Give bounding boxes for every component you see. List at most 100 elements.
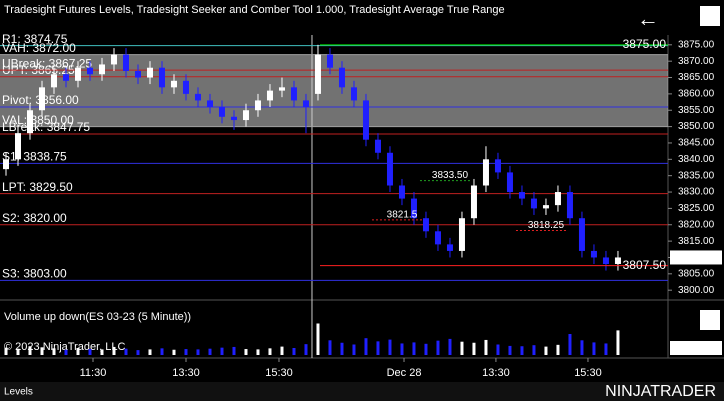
volume-bar bbox=[544, 346, 548, 355]
tab[interactable]: Levels bbox=[4, 387, 33, 398]
level-label: S1: 3838.75 bbox=[2, 150, 67, 164]
volume-bar bbox=[448, 338, 452, 355]
level-label: S2: 3820.00 bbox=[2, 211, 67, 225]
candle-body bbox=[494, 159, 501, 173]
y-tick-label: 3805.00 bbox=[678, 268, 715, 279]
level-label: LPT: 3829.50 bbox=[2, 180, 73, 194]
candle-body bbox=[374, 139, 381, 153]
volume-bar bbox=[28, 346, 32, 355]
x-tick-label: 13:30 bbox=[482, 367, 510, 379]
candle-body bbox=[206, 100, 213, 107]
volume-bar bbox=[136, 350, 140, 355]
volume-bar bbox=[460, 341, 464, 355]
volume-bar bbox=[76, 348, 80, 355]
volume-bar bbox=[328, 340, 332, 355]
volume-bar bbox=[472, 342, 476, 355]
volume-bar bbox=[52, 348, 56, 355]
back-button[interactable]: ← bbox=[637, 6, 659, 31]
candle-body bbox=[122, 54, 129, 71]
volume-bar bbox=[388, 339, 392, 355]
volume-bar bbox=[364, 338, 368, 355]
y-tick-label: 3865.00 bbox=[678, 72, 715, 83]
candle-body bbox=[614, 257, 621, 265]
volume-bar bbox=[112, 346, 116, 355]
volume-bar bbox=[556, 344, 560, 355]
candle-body bbox=[314, 54, 321, 94]
volume-bar bbox=[508, 345, 512, 355]
candle-body bbox=[218, 106, 225, 117]
candle-body bbox=[110, 54, 117, 65]
candle-body bbox=[146, 67, 153, 78]
volume-label: 7033 bbox=[680, 343, 703, 354]
marker-label: 3807.50 bbox=[623, 258, 667, 272]
logo: NINJATRADER bbox=[605, 383, 716, 400]
candle-body bbox=[446, 244, 453, 251]
candle-body bbox=[542, 205, 549, 209]
volume-bar bbox=[316, 323, 320, 355]
y-tick-label: 3825.00 bbox=[678, 203, 715, 214]
candle-body bbox=[590, 250, 597, 258]
volume-bar bbox=[148, 349, 152, 355]
candle-body bbox=[86, 67, 93, 75]
volume-bar bbox=[64, 349, 68, 355]
candle-body bbox=[182, 80, 189, 94]
candle-body bbox=[278, 87, 285, 91]
volume-bar bbox=[16, 348, 20, 355]
level-label: LBreak: 3847.75 bbox=[2, 120, 90, 134]
volume-bar bbox=[484, 339, 488, 355]
volume-bar bbox=[124, 348, 128, 355]
x-tick-label: 13:30 bbox=[172, 367, 200, 379]
candle-body bbox=[506, 172, 513, 193]
volume-bar bbox=[268, 348, 272, 355]
y-tick-label: 3850.00 bbox=[678, 121, 715, 132]
last-price-box bbox=[670, 250, 722, 265]
candle-body bbox=[326, 54, 333, 68]
volume-bar bbox=[412, 342, 416, 355]
y-tick-label: 3815.00 bbox=[678, 236, 715, 247]
candle-body bbox=[554, 192, 561, 206]
candle-body bbox=[566, 192, 573, 219]
candle-body bbox=[242, 110, 249, 121]
candle-body bbox=[386, 152, 393, 186]
candle-body bbox=[530, 198, 537, 209]
level-label: R1: 3874.75 bbox=[2, 32, 68, 46]
annotation-label: 3821.5 bbox=[387, 209, 418, 220]
candle-body bbox=[38, 87, 45, 111]
x-tick-label: 11:30 bbox=[80, 367, 107, 379]
volume-bar bbox=[352, 344, 356, 355]
annotation-label: 3818.25 bbox=[528, 220, 565, 231]
x-tick-label: Dec 28 bbox=[387, 367, 422, 379]
volume-title: Volume up down(ES 03-23 (5 Minute)) bbox=[4, 311, 191, 323]
candle-body bbox=[14, 133, 21, 160]
candle-body bbox=[578, 218, 585, 251]
y-tick-label: 3840.00 bbox=[678, 154, 715, 165]
y-tick-label: 3845.00 bbox=[678, 138, 715, 149]
close-button[interactable] bbox=[700, 6, 720, 26]
x-tick-label: 15:30 bbox=[265, 367, 293, 379]
volume-bar bbox=[196, 349, 200, 355]
volume-bar bbox=[100, 349, 104, 355]
volume-bar bbox=[376, 341, 380, 355]
candle-body bbox=[434, 231, 441, 245]
volume-bar bbox=[604, 343, 608, 355]
candle-body bbox=[482, 159, 489, 186]
candle-body bbox=[602, 257, 609, 265]
volume-bar bbox=[220, 347, 224, 355]
candle-body bbox=[194, 93, 201, 101]
candle-body bbox=[362, 100, 369, 140]
candle-body bbox=[98, 64, 105, 75]
volume-bar bbox=[184, 349, 188, 355]
close-button[interactable] bbox=[700, 310, 720, 330]
copyright: © 2023 NinjaTrader, LLC bbox=[4, 341, 125, 353]
level-label: S3: 3803.00 bbox=[2, 267, 67, 281]
volume-bar bbox=[208, 348, 212, 355]
volume-bar bbox=[496, 344, 500, 355]
y-tick-label: 3800.00 bbox=[678, 285, 715, 296]
level-label: VAL: 3850.00 bbox=[2, 113, 74, 127]
last-price-label: 3810.00 bbox=[678, 252, 715, 263]
candle-body bbox=[290, 87, 297, 101]
volume-bar bbox=[304, 344, 308, 355]
candle-body bbox=[458, 218, 465, 251]
tab-bar bbox=[0, 382, 724, 401]
